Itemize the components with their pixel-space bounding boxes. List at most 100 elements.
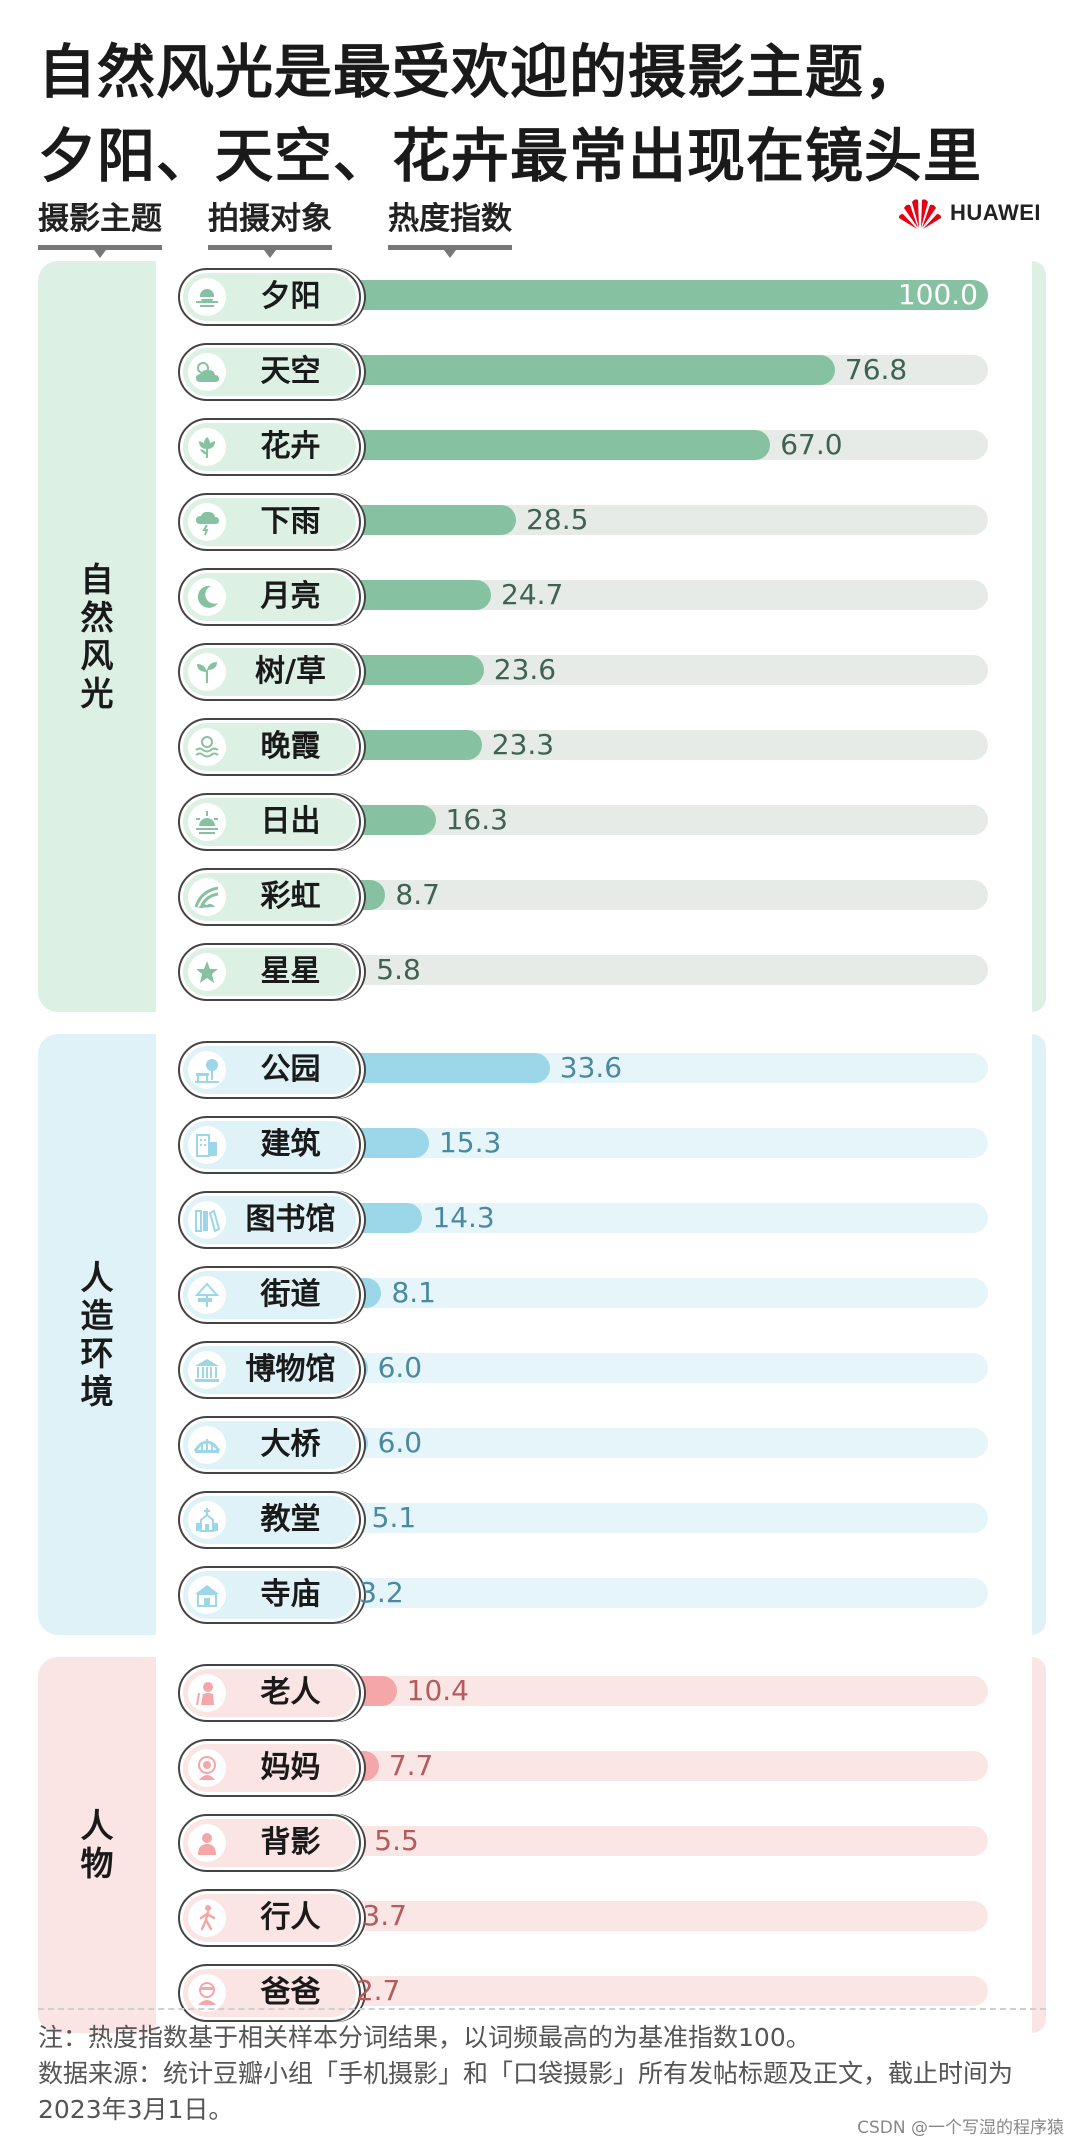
subject-pill: 晚霞 <box>178 718 361 776</box>
bar-row: 彩虹 8.7 <box>178 868 1008 930</box>
subject-pill: 教堂 <box>178 1491 361 1549</box>
bar <box>328 355 835 385</box>
group-label: 人物 <box>80 1806 114 1883</box>
brand-name: HUAWEI <box>950 200 1041 225</box>
bar-row: 建筑 15.3 <box>178 1116 1008 1178</box>
title-line-2: 夕阳、天空、花卉最常出现在镜头里 <box>38 122 983 190</box>
elder-icon <box>188 1674 226 1712</box>
subject-label: 大桥 <box>260 1427 321 1462</box>
bar-row: 下雨 28.5 <box>178 493 1008 555</box>
data-label: 100.0 <box>897 278 978 311</box>
bar-track <box>328 1278 988 1308</box>
subject-label: 背影 <box>260 1825 321 1860</box>
bar-track <box>328 880 988 910</box>
subject-label: 爸爸 <box>260 1975 321 2010</box>
credit: CSDN @一个写湿的程序猿 <box>857 2118 1064 2138</box>
subject-label: 建筑 <box>260 1127 321 1162</box>
subject-pill: 建筑 <box>178 1116 361 1174</box>
moon-icon <box>188 578 226 616</box>
subject-label: 行人 <box>260 1900 321 1935</box>
mother-icon <box>188 1749 226 1787</box>
street-sign-icon <box>188 1276 226 1314</box>
subject-label: 图书馆 <box>245 1202 336 1237</box>
subject-pill: 星星 <box>178 943 361 1001</box>
data-label: 14.3 <box>432 1201 495 1234</box>
chart-title: 自然风光是最受欢迎的摄影主题， 夕阳、天空、花卉最常出现在镜头里 <box>38 30 1048 198</box>
panel-edge <box>1032 1657 1046 2033</box>
bar-row: 妈妈 7.7 <box>178 1739 1008 1801</box>
museum-icon <box>188 1351 226 1389</box>
header-subject-label: 拍摄对象 <box>208 201 332 237</box>
sunset-icon <box>188 278 226 316</box>
panel-edge <box>1032 261 1046 1012</box>
data-label: 23.6 <box>493 653 557 686</box>
bar-row: 夕阳 100.0 <box>178 268 1008 330</box>
subject-pill: 博物馆 <box>178 1341 361 1399</box>
subject-pill: 寺庙 <box>178 1566 361 1624</box>
subject-label: 月亮 <box>260 579 321 614</box>
bar-track <box>328 1826 988 1856</box>
subject-pill: 图书馆 <box>178 1191 361 1249</box>
bar-track <box>328 1976 988 2006</box>
bar-row: 图书馆 14.3 <box>178 1191 1008 1253</box>
bar-row: 爸爸 2.7 <box>178 1964 1008 2026</box>
books-icon <box>188 1201 226 1239</box>
subject-label: 星星 <box>260 954 321 989</box>
subject-pill: 背影 <box>178 1814 361 1872</box>
data-label: 5.5 <box>374 1824 419 1857</box>
divider <box>38 2008 1046 2010</box>
bar-track <box>328 1503 988 1533</box>
star-icon <box>188 953 226 991</box>
data-label: 6.0 <box>377 1351 423 1384</box>
pedestrian-icon <box>188 1899 226 1937</box>
sunrise-icon <box>188 803 226 841</box>
header-heat-index: 热度指数 <box>388 193 512 258</box>
data-label: 8.1 <box>391 1276 436 1309</box>
data-label: 2.7 <box>355 1974 401 2007</box>
subject-label: 花卉 <box>260 429 321 464</box>
subject-pill: 行人 <box>178 1889 361 1947</box>
bar-track <box>328 1901 988 1931</box>
park-icon <box>188 1051 226 1089</box>
bar-track <box>328 1203 988 1233</box>
subject-pill: 花卉 <box>178 418 361 476</box>
data-label: 76.8 <box>844 353 908 386</box>
bar-row: 大桥 6.0 <box>178 1416 1008 1478</box>
subject-pill: 月亮 <box>178 568 361 626</box>
header-theme: 摄影主题 <box>38 193 162 258</box>
subject-pill: 天空 <box>178 343 361 401</box>
bar-row: 花卉 67.0 <box>178 418 1008 480</box>
subject-pill: 日出 <box>178 793 361 851</box>
bar <box>328 1053 550 1083</box>
subject-label: 寺庙 <box>260 1577 321 1612</box>
flower-icon <box>188 428 226 466</box>
data-label: 3.2 <box>359 1576 404 1609</box>
bar-track <box>328 955 988 985</box>
subject-label: 晚霞 <box>260 729 321 764</box>
bar-row: 晚霞 23.3 <box>178 718 1008 780</box>
subject-label: 下雨 <box>260 504 321 539</box>
panel-edge <box>1032 1034 1046 1635</box>
waves-icon <box>188 728 226 766</box>
subject-label: 树/草 <box>255 654 326 689</box>
header-heat-label: 热度指数 <box>388 201 512 237</box>
sprout-icon <box>188 653 226 691</box>
huawei-brand: HUAWEI <box>898 196 1041 230</box>
bar-row: 行人 3.7 <box>178 1889 1008 1951</box>
bar-row: 寺庙 3.2 <box>178 1566 1008 1628</box>
bar-row: 树/草 23.6 <box>178 643 1008 705</box>
huawei-logo-icon <box>899 199 941 229</box>
rainbow-icon <box>188 878 226 916</box>
bridge-icon <box>188 1426 226 1464</box>
subject-label: 夕阳 <box>260 279 321 314</box>
subject-pill: 公园 <box>178 1041 361 1099</box>
bar-row: 日出 16.3 <box>178 793 1008 855</box>
data-label: 24.7 <box>501 578 564 611</box>
rain-cloud-icon <box>188 503 226 541</box>
cloud-sun-icon <box>188 353 226 391</box>
bar-track <box>328 1128 988 1158</box>
data-label: 15.3 <box>438 1126 502 1159</box>
temple-icon <box>188 1576 226 1614</box>
title-line-1: 自然风光是最受欢迎的摄影主题， <box>38 38 924 106</box>
bar-row: 背影 5.5 <box>178 1814 1008 1876</box>
